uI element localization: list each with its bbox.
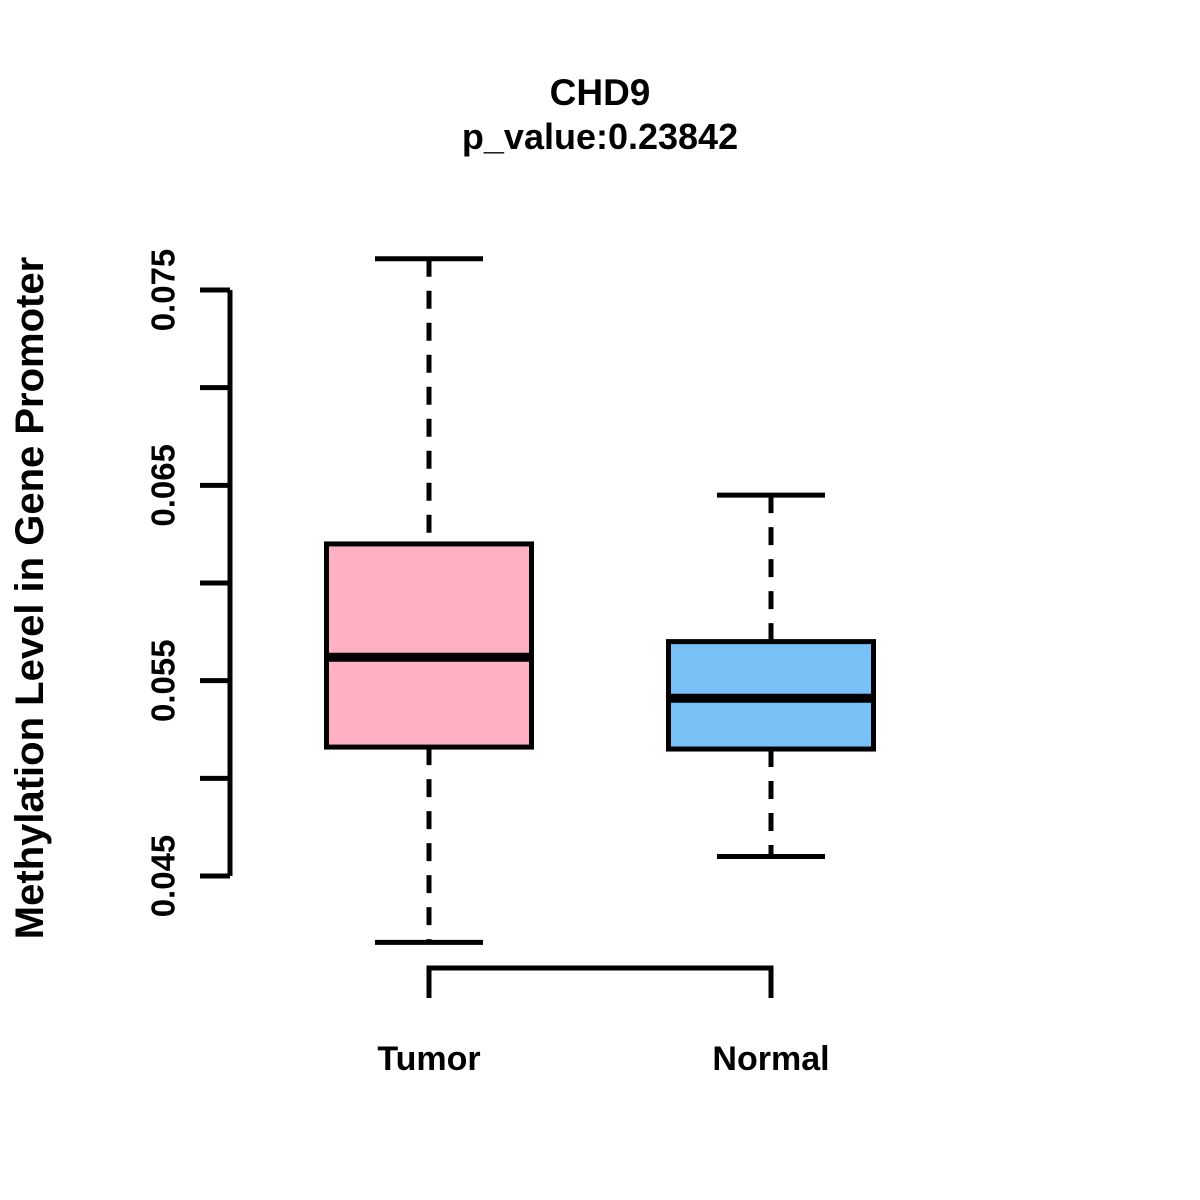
tumor-box [324, 541, 534, 750]
y-tick-label: 0.075 [145, 249, 182, 332]
y-tick-label: 0.055 [145, 639, 182, 722]
x-group-label-normal: Normal [712, 1040, 829, 1078]
chart-subtitle: p_value:0.23842 [461, 116, 739, 157]
y-tick-label: 0.065 [145, 444, 182, 527]
x-axis-bracket [426, 965, 774, 998]
y-tick-label: 0.045 [145, 835, 182, 918]
chart-title: CHD9 [549, 72, 651, 113]
x-group-label-tumor: Tumor [377, 1040, 480, 1078]
